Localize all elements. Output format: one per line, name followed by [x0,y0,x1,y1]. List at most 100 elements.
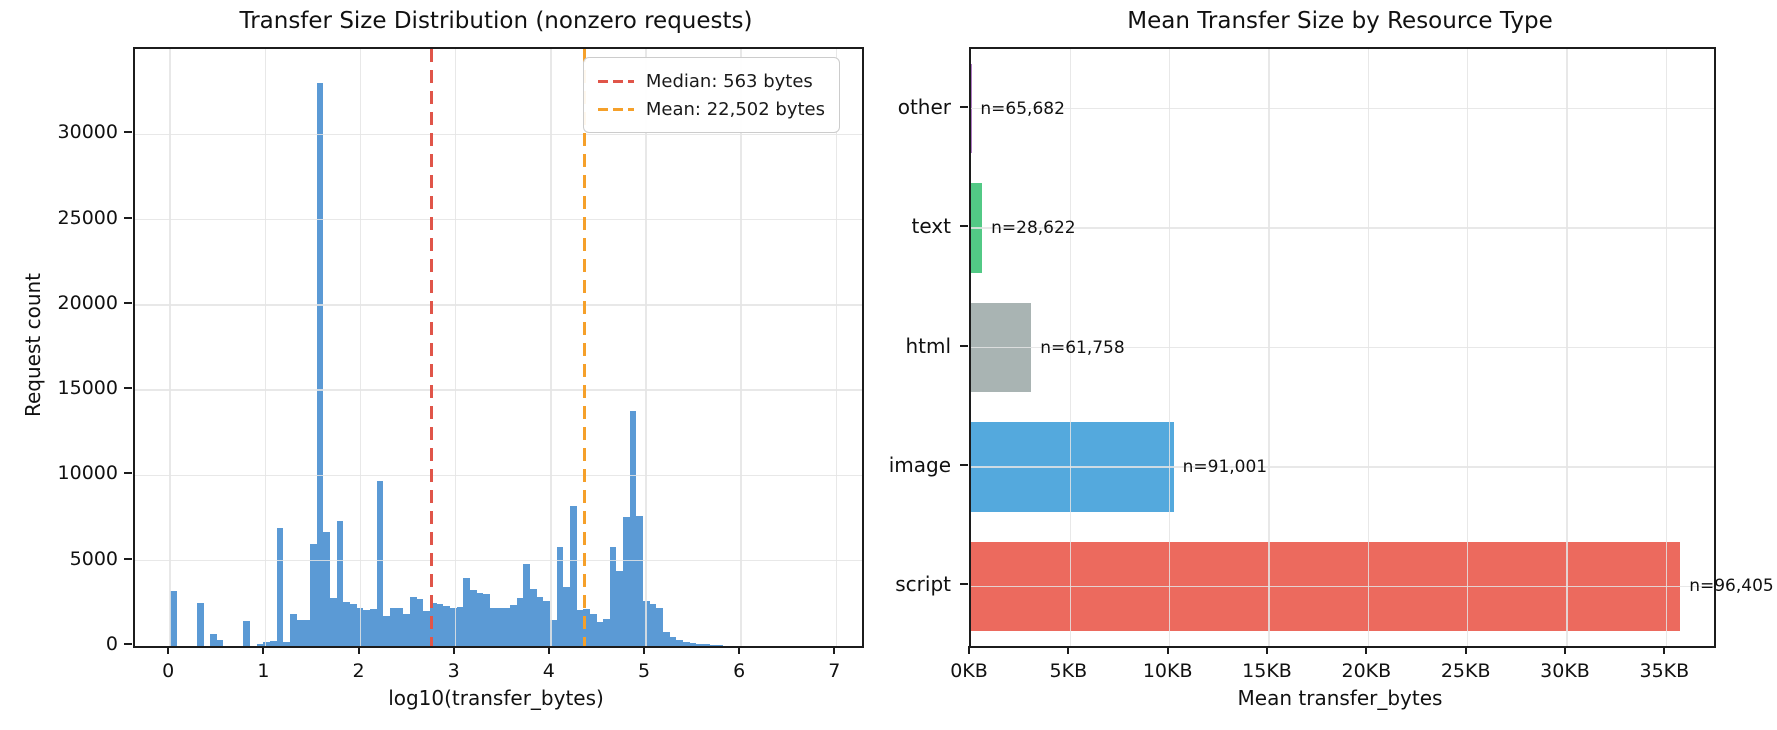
bar-annotation-html: n=61,758 [1040,337,1125,358]
hist-bar [656,608,664,646]
gridline-horizontal [135,389,862,391]
x-tick-label: 6 [733,660,746,682]
legend-label-median: Median: 563 bytes [645,70,813,92]
hist-bar [683,641,690,646]
y-tick-label: 25000 [57,206,118,229]
y-tick-mark [960,344,968,347]
y-tick-mark [124,557,132,560]
y-tick-mark [960,583,968,586]
x-tick-label: 4 [542,660,555,682]
bar-annotation-text: n=28,622 [991,218,1076,239]
hist-bar [376,480,384,646]
hist-bar [503,607,510,646]
x-tick-mark [547,646,550,654]
y-tick-mark [124,131,132,134]
hist-bar [449,608,457,646]
hist-bar [676,640,684,646]
gridline-horizontal [135,559,862,562]
x-tick-mark [738,646,741,654]
x-tick-label: 1 [257,660,270,682]
hist-bar [323,531,331,646]
category-label-html: html [905,333,951,358]
hist-bar [469,589,477,646]
hist-bar [669,637,677,646]
legend-row-mean: Mean: 22,502 bytes [597,95,825,123]
y-tick-mark [124,472,132,475]
hist-bar [556,547,564,646]
gridline-horizontal [135,133,862,136]
hist-bar [629,410,637,646]
x-tick-label: 35KB [1639,660,1690,682]
y-tick-mark [124,643,132,645]
hist-bar [463,577,470,646]
legend-label-mean: Mean: 22,502 bytes [645,98,825,120]
x-tick-mark [1365,646,1368,654]
hist-bar [609,547,617,646]
hist-bar [536,596,544,646]
hist-bar [296,619,304,646]
x-tick-label: 10KB [1142,660,1193,682]
hist-bar [509,605,517,646]
hist-bar [616,570,624,646]
hist-bar [663,632,670,646]
x-tick-mark [167,646,170,654]
x-tick-mark [1563,646,1566,654]
gridline-vertical [454,49,457,646]
bar-annotation-image: n=91,001 [1182,456,1268,477]
x-tick-mark [1464,646,1467,654]
hist-bar [170,591,177,646]
gridline-vertical [835,49,838,646]
category-label-text: text [911,214,951,239]
hist-bar [390,607,397,646]
gridline-horizontal [971,107,1714,110]
hist-bar [576,610,584,646]
y-tick-label: 0 [105,633,118,655]
hist-bar [649,604,657,646]
median-dash-icon [597,79,634,83]
x-tick-label: 0 [162,660,175,682]
hist-bar [396,608,404,646]
hist-bar [256,644,264,646]
bar-annotation-other: n=65,682 [980,98,1065,119]
gridline-vertical [740,49,742,646]
right-x-axis-label: Mean transfer_bytes [1237,686,1443,710]
hist-bar [370,609,377,646]
x-tick-label: 20KB [1341,660,1392,682]
hist-bar [716,645,724,646]
y-tick-label: 30000 [57,121,118,144]
y-tick-mark [960,105,968,108]
hist-bar [569,506,577,646]
y-tick-label: 15000 [57,377,118,400]
y-tick-mark [124,387,132,390]
hist-bar [549,620,557,646]
histogram-lines-layer [135,49,862,646]
right-chart-title: Mean Transfer Size by Resource Type [1127,8,1553,34]
gridline-horizontal [971,466,1714,468]
x-tick-mark [642,646,645,654]
x-tick-mark [1663,646,1666,654]
hist-bar [290,613,297,646]
gridline-vertical [359,49,362,646]
y-tick-label: 5000 [69,547,118,570]
hist-bar [563,587,570,646]
hist-bar [703,644,710,646]
y-tick-mark [124,216,132,219]
x-tick-label: 5 [637,660,651,682]
hist-bar [443,605,450,646]
hist-bar [416,599,424,646]
gridline-vertical [550,49,552,646]
category-label-other: other [897,94,951,119]
bar-plot-area: n=65,682 n=28,622 n=61,758 n=91,001 n=96,405 [969,47,1774,648]
hist-bar [283,641,291,646]
hist-bar [216,640,224,646]
x-tick-mark [1067,646,1070,654]
hist-bar [489,607,497,646]
hist-bar [603,618,610,646]
gridline-horizontal [135,474,862,477]
hist-bar [483,593,490,646]
hist-bar [303,620,311,646]
category-label-image: image [888,452,951,477]
histogram-bars-layer [135,49,862,646]
left-chart-title: Transfer Size Distribution (nonzero requ… [239,8,753,34]
hist-bar [330,598,337,646]
